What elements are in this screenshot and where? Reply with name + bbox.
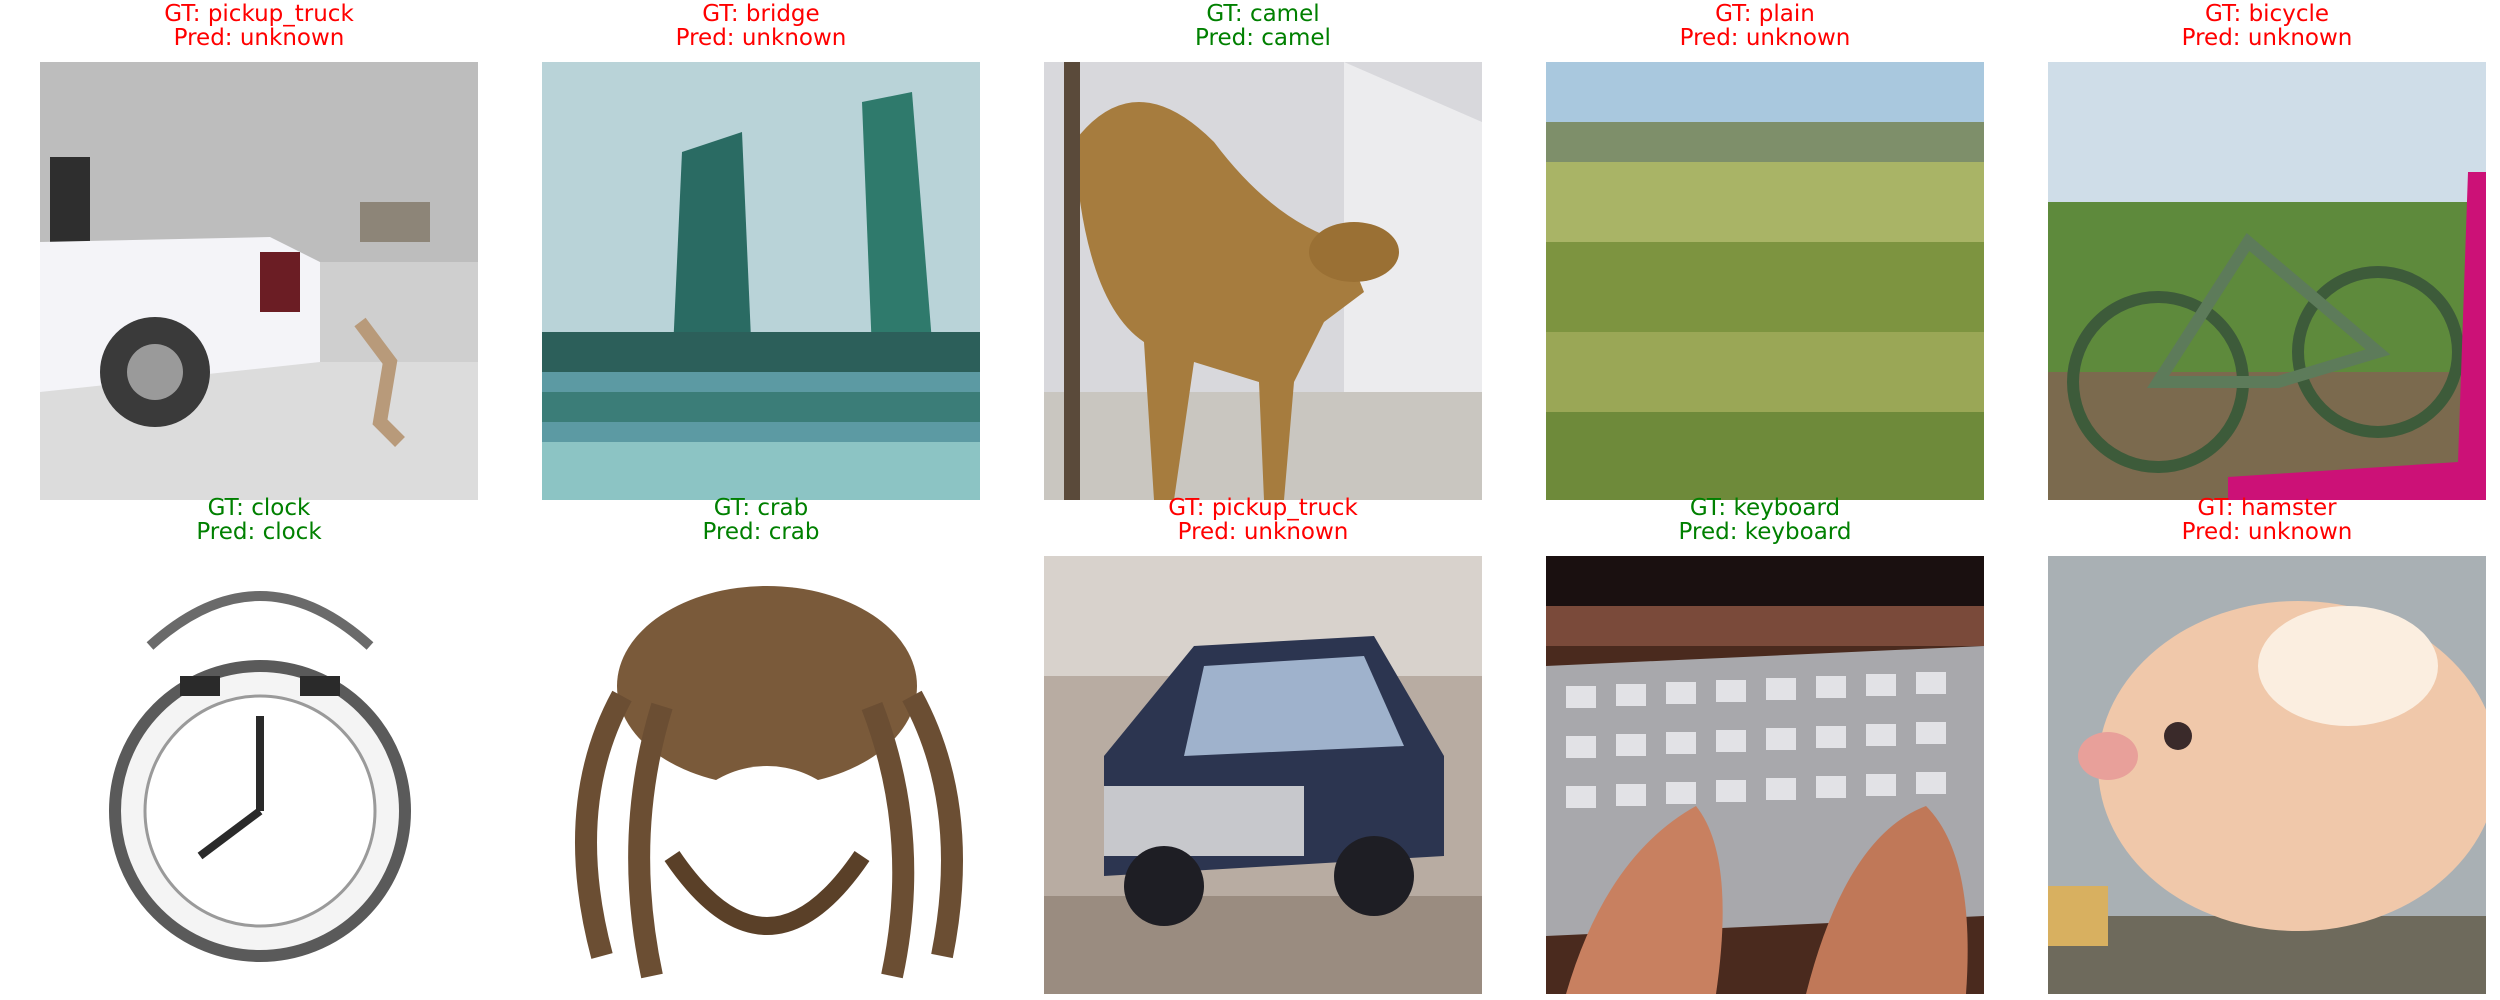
pred-label: Pred: unknown bbox=[675, 25, 847, 51]
pickup-truck-photo bbox=[1044, 556, 1482, 994]
pred-label: Pred: unknown bbox=[2181, 25, 2353, 51]
gt-label: GT: bicycle bbox=[2204, 1, 2330, 27]
bicycle-photo bbox=[2048, 62, 2486, 500]
gt-label: GT: hamster bbox=[2197, 495, 2337, 521]
gt-label: GT: clock bbox=[207, 495, 311, 521]
gt-label: GT: plain bbox=[1715, 1, 1815, 27]
gt-label: GT: pickup_truck bbox=[164, 1, 354, 27]
pickup-truck-photo bbox=[40, 62, 478, 500]
gt-label: GT: camel bbox=[1206, 1, 1320, 27]
bridge-photo bbox=[542, 62, 980, 500]
pred-label: Pred: unknown bbox=[1177, 519, 1349, 545]
plain-photo bbox=[1546, 62, 1984, 500]
gt-label: GT: pickup_truck bbox=[1168, 495, 1358, 521]
pred-label: Pred: camel bbox=[1195, 25, 1331, 51]
pred-label: Pred: unknown bbox=[2181, 519, 2353, 545]
pred-label: Pred: crab bbox=[702, 519, 820, 545]
pred-label: Pred: keyboard bbox=[1678, 519, 1852, 545]
keyboard-photo bbox=[1546, 556, 1984, 994]
gt-label: GT: keyboard bbox=[1689, 495, 1841, 521]
clock-photo bbox=[40, 556, 478, 994]
pred-label: Pred: unknown bbox=[1679, 25, 1851, 51]
camel-photo bbox=[1044, 62, 1482, 500]
pred-label: Pred: unknown bbox=[173, 25, 345, 51]
gt-label: GT: crab bbox=[713, 495, 809, 521]
hamster-photo bbox=[2048, 556, 2486, 994]
gt-label: GT: bridge bbox=[702, 1, 820, 27]
crab-photo bbox=[542, 556, 980, 994]
pred-label: Pred: clock bbox=[196, 519, 322, 545]
